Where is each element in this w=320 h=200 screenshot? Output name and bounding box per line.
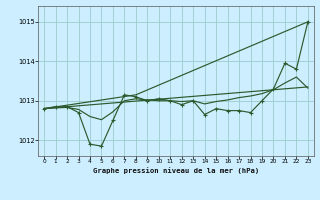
X-axis label: Graphe pression niveau de la mer (hPa): Graphe pression niveau de la mer (hPa) [93, 167, 259, 174]
